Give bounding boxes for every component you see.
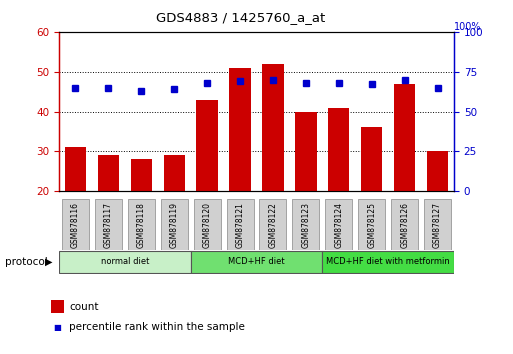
Text: GSM878117: GSM878117 xyxy=(104,202,113,248)
FancyBboxPatch shape xyxy=(95,199,122,250)
Bar xyxy=(65,147,86,191)
Text: MCD+HF diet with metformin: MCD+HF diet with metformin xyxy=(326,257,450,267)
FancyBboxPatch shape xyxy=(128,199,155,250)
FancyBboxPatch shape xyxy=(227,199,253,250)
Bar xyxy=(295,112,317,191)
FancyBboxPatch shape xyxy=(292,199,320,250)
Bar xyxy=(328,108,349,191)
FancyBboxPatch shape xyxy=(260,199,286,250)
Text: MCD+HF diet: MCD+HF diet xyxy=(228,257,285,267)
Bar xyxy=(361,127,382,191)
Text: normal diet: normal diet xyxy=(101,257,149,267)
Text: GSM878121: GSM878121 xyxy=(235,202,245,248)
FancyBboxPatch shape xyxy=(62,199,89,250)
Bar xyxy=(394,84,416,191)
FancyBboxPatch shape xyxy=(322,251,454,273)
Text: GSM878116: GSM878116 xyxy=(71,202,80,248)
FancyBboxPatch shape xyxy=(391,199,418,250)
Text: 100%: 100% xyxy=(454,22,482,32)
Bar xyxy=(131,159,152,191)
Text: GSM878123: GSM878123 xyxy=(301,202,310,248)
Text: GDS4883 / 1425760_a_at: GDS4883 / 1425760_a_at xyxy=(156,11,326,24)
Bar xyxy=(229,68,251,191)
Text: count: count xyxy=(69,302,99,312)
Text: GSM878126: GSM878126 xyxy=(400,202,409,248)
Bar xyxy=(164,155,185,191)
FancyBboxPatch shape xyxy=(325,199,352,250)
Bar xyxy=(262,64,284,191)
FancyBboxPatch shape xyxy=(161,199,188,250)
FancyBboxPatch shape xyxy=(424,199,451,250)
Bar xyxy=(427,152,448,191)
FancyBboxPatch shape xyxy=(193,199,221,250)
Text: protocol: protocol xyxy=(5,257,48,267)
Text: GSM878127: GSM878127 xyxy=(433,202,442,248)
FancyBboxPatch shape xyxy=(59,251,191,273)
Text: GSM878119: GSM878119 xyxy=(170,202,179,248)
Text: GSM878125: GSM878125 xyxy=(367,202,376,248)
Bar xyxy=(97,155,119,191)
Text: percentile rank within the sample: percentile rank within the sample xyxy=(69,322,245,332)
Bar xyxy=(196,99,218,191)
Text: GSM878122: GSM878122 xyxy=(268,202,278,248)
Text: GSM878118: GSM878118 xyxy=(137,202,146,248)
FancyBboxPatch shape xyxy=(191,251,322,273)
Text: GSM878120: GSM878120 xyxy=(203,202,212,248)
Text: ■: ■ xyxy=(53,323,62,332)
Text: ▶: ▶ xyxy=(45,257,52,267)
FancyBboxPatch shape xyxy=(358,199,385,250)
Text: GSM878124: GSM878124 xyxy=(334,202,343,248)
